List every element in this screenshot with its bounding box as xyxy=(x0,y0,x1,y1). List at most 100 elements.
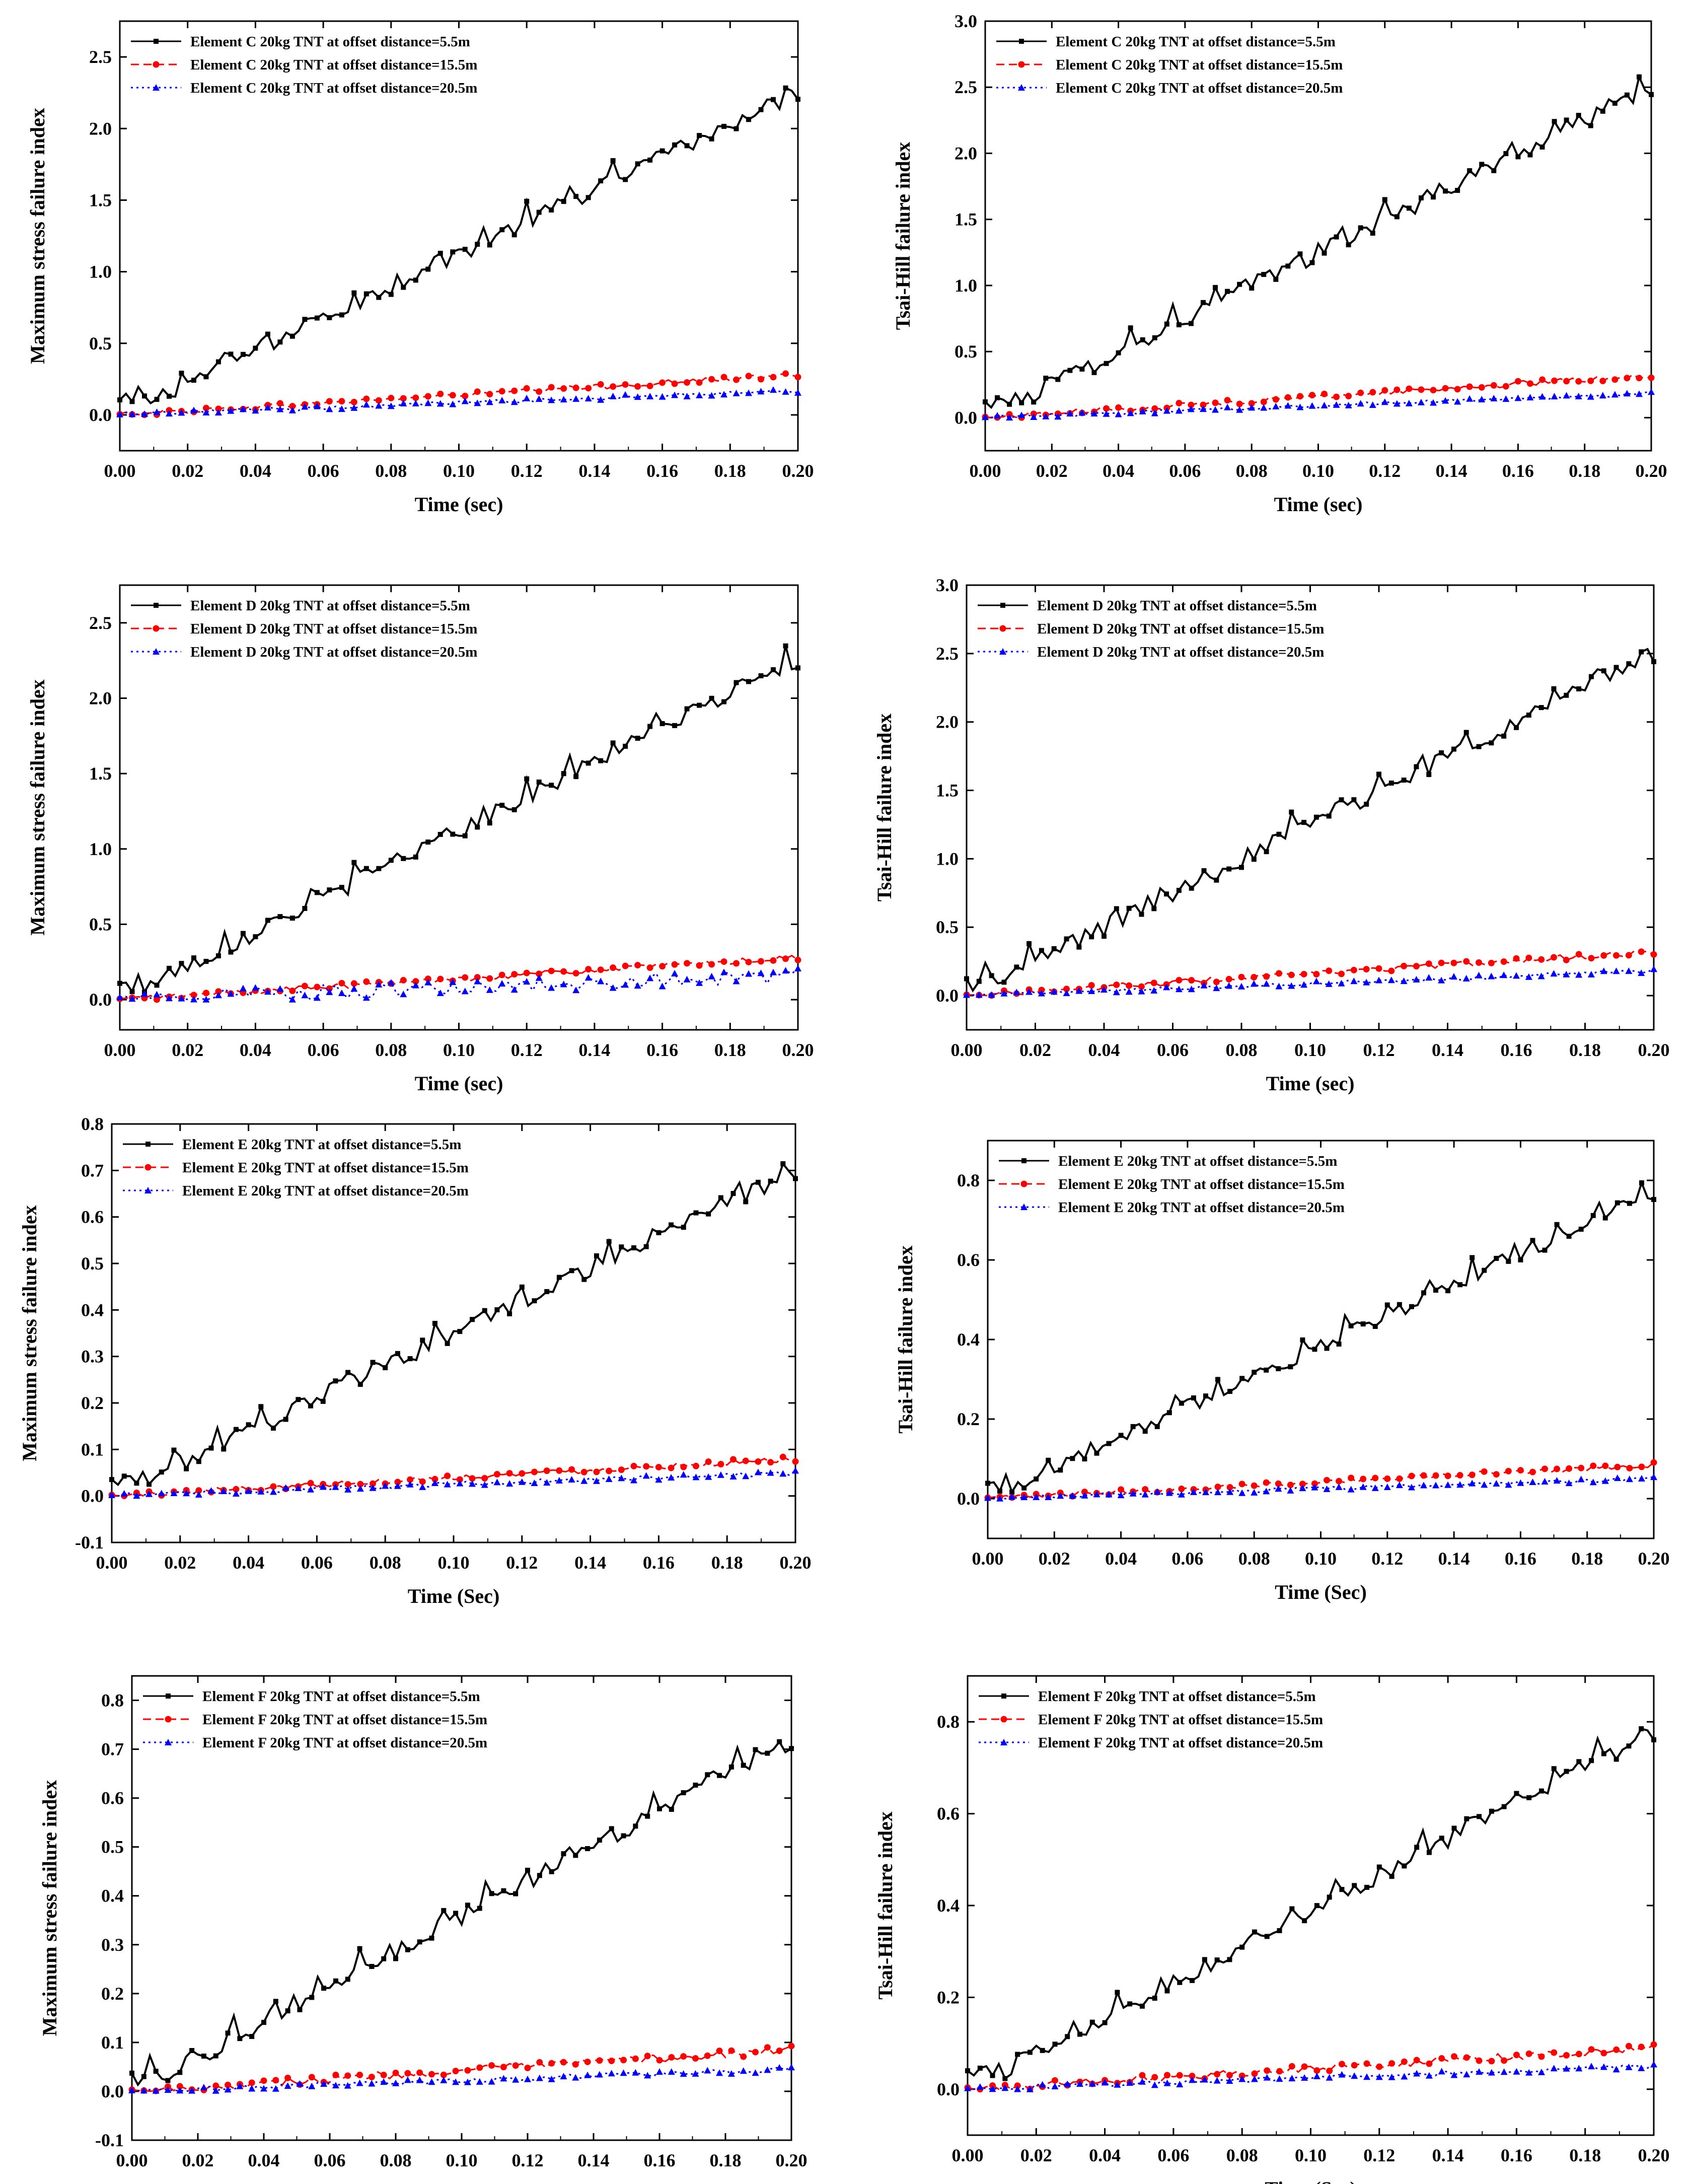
data-point xyxy=(561,1851,566,1857)
data-point xyxy=(609,392,617,399)
data-point xyxy=(1309,260,1315,265)
data-point xyxy=(683,392,691,399)
data-point xyxy=(1176,2081,1184,2088)
data-point xyxy=(314,315,320,321)
series-circle xyxy=(128,2042,795,2094)
data-point xyxy=(561,198,566,204)
legend-marker xyxy=(145,1142,151,1147)
x-tick-label: 0.10 xyxy=(443,461,475,481)
data-point xyxy=(1463,958,1470,965)
series-triangle xyxy=(982,388,1655,421)
data-point xyxy=(1142,1486,1149,1493)
data-point xyxy=(1187,405,1195,412)
series-circle xyxy=(984,1459,1657,1501)
data-point xyxy=(1224,397,1231,404)
data-point xyxy=(752,2049,759,2056)
data-point xyxy=(1289,1906,1295,1912)
data-point xyxy=(788,2042,795,2050)
data-point xyxy=(792,1467,799,1474)
data-point xyxy=(671,961,678,968)
data-point xyxy=(1443,188,1448,194)
data-point xyxy=(482,1308,487,1313)
data-point xyxy=(548,984,555,991)
data-point xyxy=(1176,888,1182,893)
data-point xyxy=(659,148,665,154)
y-tick-label: 0.2 xyxy=(937,1987,960,2007)
data-point xyxy=(782,955,789,962)
data-point xyxy=(1406,205,1412,211)
data-point xyxy=(1276,1366,1281,1371)
x-tick-label: 0.04 xyxy=(1103,461,1134,481)
data-point xyxy=(620,2057,627,2064)
data-point xyxy=(153,408,161,415)
data-point xyxy=(1320,402,1328,409)
data-point xyxy=(511,807,517,812)
series-triangle xyxy=(963,965,1657,998)
data-point xyxy=(475,824,480,830)
y-tick-label: 0.7 xyxy=(101,1739,124,1759)
data-point xyxy=(605,1475,613,1482)
data-point xyxy=(1214,1484,1221,1491)
data-point xyxy=(656,1230,662,1235)
data-point xyxy=(1299,1485,1306,1492)
x-tick-label: 0.06 xyxy=(1157,2145,1189,2165)
data-point xyxy=(1651,659,1656,664)
data-point xyxy=(1648,388,1655,395)
data-point xyxy=(635,161,640,167)
data-point xyxy=(1600,108,1605,114)
data-point xyxy=(257,1488,265,1495)
data-point xyxy=(1375,976,1382,983)
data-point xyxy=(296,1397,301,1402)
data-point xyxy=(1444,1481,1452,1488)
x-axis-label: Time (Sec) xyxy=(408,1585,500,1607)
data-point xyxy=(1503,151,1509,157)
data-point xyxy=(753,1747,758,1752)
data-point xyxy=(525,1867,530,1873)
data-point xyxy=(1649,92,1654,97)
data-point xyxy=(308,1403,314,1408)
data-point xyxy=(1626,1475,1633,1483)
x-tick-label: 0.12 xyxy=(1371,1548,1403,1569)
data-point xyxy=(1564,1769,1569,1774)
data-point xyxy=(1442,385,1449,392)
data-point xyxy=(1311,1484,1318,1491)
chart-d-th: 0.00 0.02 0.04 0.06 0.08 0.10 0.12 0.14 0.16 0.18… xyxy=(873,575,1670,1095)
data-point xyxy=(1351,2062,1358,2069)
data-point xyxy=(573,774,579,780)
data-point xyxy=(598,758,604,763)
data-point xyxy=(1064,936,1069,942)
x-tick-label: 0.14 xyxy=(578,2150,610,2170)
data-point xyxy=(190,996,197,1003)
data-point xyxy=(1454,386,1461,393)
data-point xyxy=(326,405,333,412)
data-point xyxy=(1393,400,1401,407)
data-point xyxy=(1346,242,1351,248)
data-point xyxy=(486,398,493,405)
data-point xyxy=(580,1468,588,1475)
data-point xyxy=(245,1487,252,1494)
data-point xyxy=(1450,2071,1458,2078)
data-point xyxy=(1239,865,1244,870)
data-point xyxy=(469,1480,476,1487)
data-point xyxy=(1514,725,1519,730)
data-point xyxy=(404,2070,411,2077)
y-axis-label: Maximum stress failure index xyxy=(38,1780,61,2036)
data-point xyxy=(1564,117,1569,123)
data-point xyxy=(1401,2058,1408,2065)
data-point xyxy=(764,2044,771,2051)
data-point xyxy=(1325,980,1333,987)
data-point xyxy=(1650,965,1657,972)
data-point xyxy=(684,960,691,967)
data-point xyxy=(1150,987,1158,994)
data-point xyxy=(1600,2063,1607,2070)
data-point xyxy=(548,396,555,403)
data-point xyxy=(301,403,309,410)
legend: Element E 20kg TNT at offset distance=5.… xyxy=(123,1137,469,1199)
data-point xyxy=(1551,377,1558,384)
data-point xyxy=(288,996,296,1003)
data-point xyxy=(253,934,258,940)
data-point xyxy=(356,2079,363,2086)
data-point xyxy=(1338,2071,1346,2078)
data-point xyxy=(1114,906,1119,911)
data-point xyxy=(1388,967,1395,974)
